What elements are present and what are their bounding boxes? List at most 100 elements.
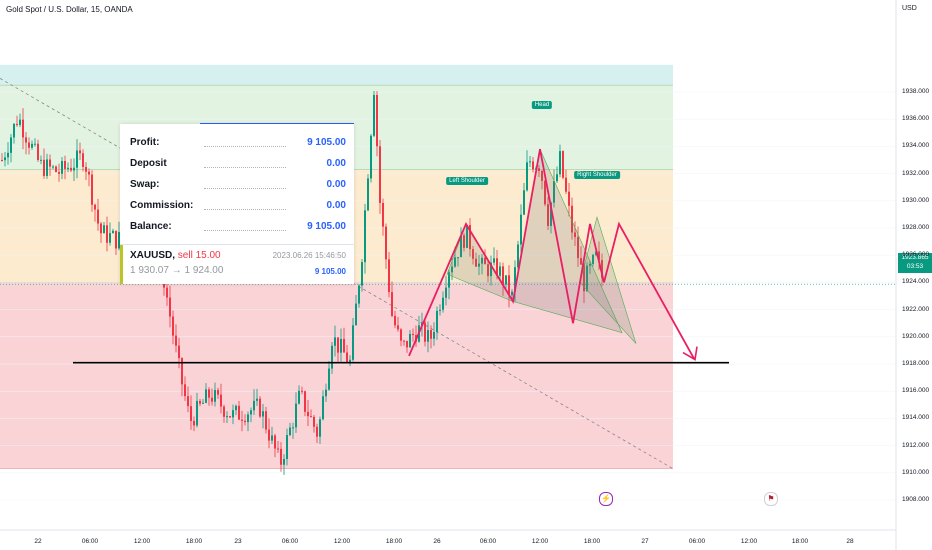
candle-body xyxy=(106,225,108,243)
candle-body xyxy=(301,390,303,392)
row-value: 0.00 xyxy=(326,158,346,169)
candle-body xyxy=(454,257,456,267)
candle-body xyxy=(85,166,87,172)
candle-body xyxy=(103,225,105,234)
candle-body xyxy=(397,325,399,330)
time-tick-label: 12:00 xyxy=(531,538,549,545)
trade-entry[interactable]: XAUUSD, sell 15.00 2023.06.26 15:46:50 1… xyxy=(120,245,354,284)
candle-body xyxy=(550,202,552,226)
candle-body xyxy=(298,390,300,404)
candle-body xyxy=(379,146,381,204)
price-tick-label: 1912.000 xyxy=(902,441,930,449)
row-dots xyxy=(204,188,286,189)
candle-body xyxy=(259,398,261,417)
zone-band xyxy=(0,64,673,86)
candle-body xyxy=(475,258,477,267)
candle-body xyxy=(49,159,51,167)
candle-body xyxy=(208,389,210,398)
candle-body xyxy=(469,225,471,250)
candle-body xyxy=(433,332,435,339)
row-label: Swap: xyxy=(130,179,160,190)
candle-body xyxy=(472,249,474,259)
currency-label: USD xyxy=(902,5,917,12)
candle-body xyxy=(31,143,33,148)
candle-body xyxy=(496,258,498,276)
left-shoulder-label: Left Shoulder xyxy=(446,177,488,185)
candle-body xyxy=(97,209,99,224)
candle-body xyxy=(55,166,57,172)
price-tick-label: 1932.000 xyxy=(902,169,930,177)
price-tick-label: 1938.000 xyxy=(902,88,930,95)
candle-body xyxy=(493,258,495,263)
candle-body xyxy=(37,143,39,160)
candle-body xyxy=(226,416,228,418)
time-tick-label: 18:00 xyxy=(583,538,601,545)
price-tick-label: 1928.000 xyxy=(902,224,930,231)
panel-divider xyxy=(120,244,354,245)
lightning-icon[interactable]: ⚡ xyxy=(599,492,613,506)
candle-body xyxy=(478,263,480,267)
candle-body xyxy=(463,235,465,248)
candle-body xyxy=(235,405,237,411)
price-tick-label: 1926.000 xyxy=(902,251,930,259)
time-tick-label: 12:00 xyxy=(333,538,351,545)
trade-profit: 9 105.00 xyxy=(314,267,346,276)
us-flag-icon[interactable]: ⚑ xyxy=(764,492,778,506)
candle-body xyxy=(316,426,318,437)
candle-body xyxy=(64,160,66,169)
candle-body xyxy=(505,275,507,285)
candle-body xyxy=(247,414,249,423)
candle-body xyxy=(349,359,351,363)
candle-body xyxy=(271,435,273,441)
candle-body xyxy=(211,397,213,402)
candle-body xyxy=(403,340,405,342)
candle-body xyxy=(430,330,432,339)
candle-body xyxy=(331,345,333,369)
price-tick-label: 1918.000 xyxy=(902,360,930,367)
candle-body xyxy=(238,405,240,420)
candle-body xyxy=(382,203,384,227)
candle-body xyxy=(88,171,90,175)
candle-body xyxy=(274,435,276,449)
candle-body xyxy=(289,427,291,436)
candle-body xyxy=(526,162,528,191)
balance-row: Balance: 9 105.00 xyxy=(130,221,346,237)
candle-body xyxy=(265,411,267,430)
candle-body xyxy=(13,123,15,138)
candle-body xyxy=(451,266,453,273)
candle-body xyxy=(547,204,549,226)
candle-body xyxy=(364,210,366,263)
candle-body xyxy=(406,340,408,348)
candle-body xyxy=(61,160,63,174)
candle-body xyxy=(517,244,519,268)
price-tick-label: 1930.000 xyxy=(902,196,930,204)
candle-body xyxy=(190,406,192,421)
candle-body xyxy=(490,262,492,277)
profit-row: Profit: 9 105.00 xyxy=(130,137,346,153)
current-price-tag: 1923.865 03:53 xyxy=(898,253,932,273)
price-tick-label: 1910.000 xyxy=(902,468,930,476)
head-label: Head xyxy=(531,101,553,109)
price-tick-label: 1920.000 xyxy=(902,332,930,340)
candle-body xyxy=(310,416,312,418)
candle-body xyxy=(280,448,282,465)
candle-body xyxy=(553,181,555,203)
trade-prices: 1 930.07 → 1 924.00 xyxy=(130,265,224,276)
candle-body xyxy=(487,264,489,277)
candle-body xyxy=(115,230,117,249)
candle-body xyxy=(598,251,600,261)
candle-body xyxy=(532,161,534,170)
candle-body xyxy=(439,309,441,311)
row-value: 9 105.00 xyxy=(307,221,346,232)
candle-body xyxy=(325,389,327,397)
candle-body xyxy=(481,257,483,264)
candle-body xyxy=(292,427,294,429)
time-tick-label: 27 xyxy=(641,538,649,545)
candle-body xyxy=(358,285,360,304)
candle-body xyxy=(91,174,93,205)
candle-body xyxy=(574,232,576,238)
candle-body xyxy=(241,419,243,421)
candle-body xyxy=(100,223,102,234)
trade-symbol-text: XAUUSD, xyxy=(130,250,176,261)
projection-line xyxy=(603,221,695,359)
